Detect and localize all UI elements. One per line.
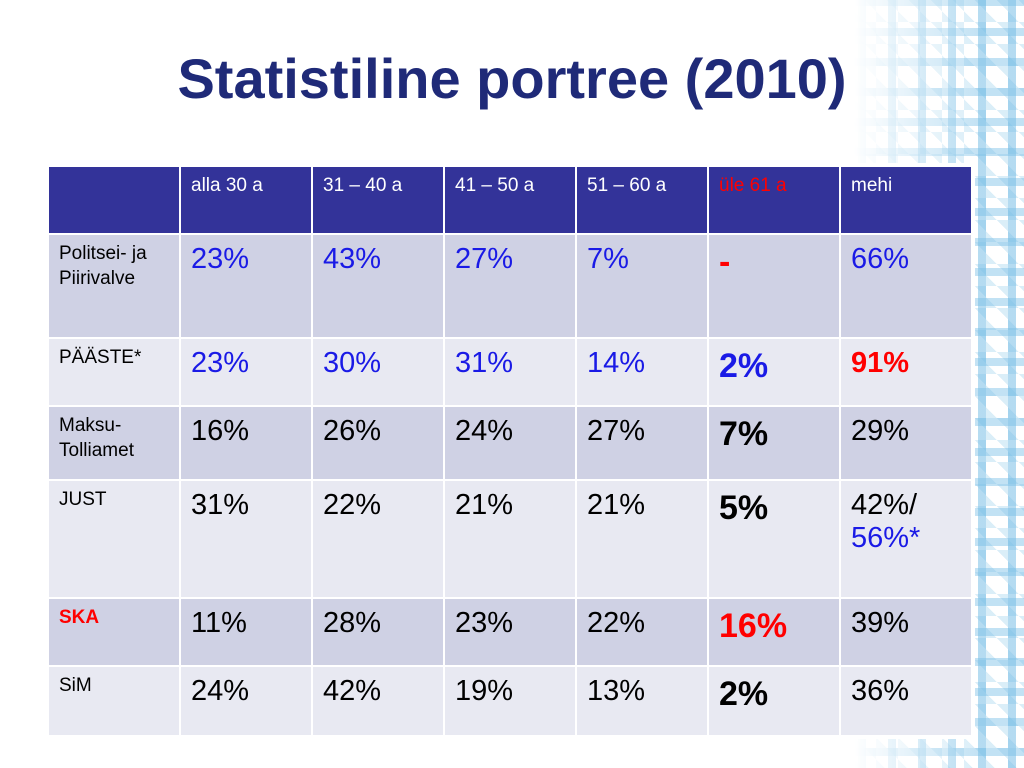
table-cell: 14% bbox=[575, 337, 709, 407]
table-cell: 42%/56%* bbox=[839, 479, 973, 599]
table-cell: 22% bbox=[575, 597, 709, 667]
row-label: PÄÄSTE* bbox=[47, 337, 181, 407]
table-cell: 43% bbox=[311, 233, 445, 339]
row-label: JUST bbox=[47, 479, 181, 599]
table-cell: 27% bbox=[575, 405, 709, 481]
table-cell: 23% bbox=[179, 233, 313, 339]
header-men: mehi bbox=[839, 165, 973, 235]
slide-title: Statistiline portree (2010) bbox=[177, 47, 847, 110]
table-row: JUST 31% 22% 21% 21% 5% 42%/56%* bbox=[47, 479, 973, 599]
header-age-51-60: 51 – 60 a bbox=[575, 165, 709, 235]
header-corner bbox=[47, 165, 181, 235]
table-cell: 26% bbox=[311, 405, 445, 481]
table-row: Maksu- Tolliamet 16% 26% 24% 27% 7% 29% bbox=[47, 405, 973, 481]
table-cell: 30% bbox=[311, 337, 445, 407]
men-share-value: 42%/ bbox=[851, 489, 918, 521]
table-cell: 2% bbox=[707, 665, 841, 737]
table-cell: 23% bbox=[443, 597, 577, 667]
row-label: Maksu- Tolliamet bbox=[47, 405, 181, 481]
table-cell: 5% bbox=[707, 479, 841, 599]
table-cell: 24% bbox=[179, 665, 313, 737]
table-cell: 91% bbox=[839, 337, 973, 407]
table-cell: 16% bbox=[179, 405, 313, 481]
table-cell: 23% bbox=[179, 337, 313, 407]
table-cell: 31% bbox=[179, 479, 313, 599]
table-row: SKA 11% 28% 23% 22% 16% 39% bbox=[47, 597, 973, 667]
row-label: SiM bbox=[47, 665, 181, 737]
men-share-extra: 56%* bbox=[851, 522, 921, 554]
table-row: Politsei- ja Piirivalve 23% 43% 27% 7% -… bbox=[47, 233, 973, 339]
table-cell: 42% bbox=[311, 665, 445, 737]
table-cell: 31% bbox=[443, 337, 577, 407]
table-cell: 21% bbox=[575, 479, 709, 599]
table-cell: 39% bbox=[839, 597, 973, 667]
table-cell: 24% bbox=[443, 405, 577, 481]
table-cell: 19% bbox=[443, 665, 577, 737]
statistics-table: alla 30 a 31 – 40 a 41 – 50 a 51 – 60 a … bbox=[47, 165, 973, 737]
header-age-over-61: üle 61 a bbox=[707, 165, 841, 235]
row-label: Politsei- ja Piirivalve bbox=[47, 233, 181, 339]
header-age-41-50: 41 – 50 a bbox=[443, 165, 577, 235]
table-cell: 11% bbox=[179, 597, 313, 667]
header-age-under-30: alla 30 a bbox=[179, 165, 313, 235]
table-cell: 16% bbox=[707, 597, 841, 667]
table-cell: 29% bbox=[839, 405, 973, 481]
header-age-31-40: 31 – 40 a bbox=[311, 165, 445, 235]
table-cell: 28% bbox=[311, 597, 445, 667]
row-label: SKA bbox=[47, 597, 181, 667]
table-row: SiM 24% 42% 19% 13% 2% 36% bbox=[47, 665, 973, 737]
table-cell: 7% bbox=[707, 405, 841, 481]
table-cell: 22% bbox=[311, 479, 445, 599]
table-cell: 2% bbox=[707, 337, 841, 407]
table-cell: 21% bbox=[443, 479, 577, 599]
table-cell: 7% bbox=[575, 233, 709, 339]
table-cell: 13% bbox=[575, 665, 709, 737]
table-cell: 27% bbox=[443, 233, 577, 339]
table-header-row: alla 30 a 31 – 40 a 41 – 50 a 51 – 60 a … bbox=[47, 165, 973, 235]
table-row: PÄÄSTE* 23% 30% 31% 14% 2% 91% bbox=[47, 337, 973, 407]
table-cell: 36% bbox=[839, 665, 973, 737]
table-cell: - bbox=[707, 233, 841, 339]
table-cell: 66% bbox=[839, 233, 973, 339]
